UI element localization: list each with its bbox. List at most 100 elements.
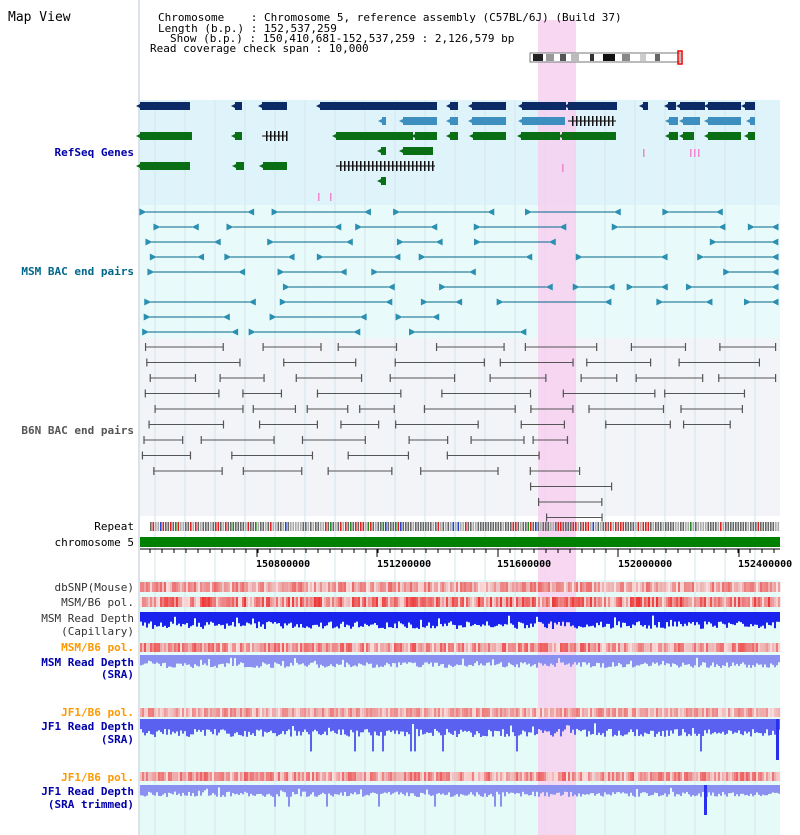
snp-density-cell <box>274 597 277 607</box>
repeat-element <box>685 522 687 531</box>
gene-strand-arrow <box>679 117 687 125</box>
snp-density-cell <box>602 597 605 607</box>
read-depth-bar <box>486 612 488 622</box>
read-depth-bar <box>188 612 190 628</box>
snp-density-cell <box>716 643 719 652</box>
snp-density-cell <box>386 708 389 717</box>
track-label-refseq[interactable]: RefSeq Genes <box>54 146 134 159</box>
snp-density-cell <box>424 643 427 652</box>
snp-density-cell <box>586 582 589 592</box>
snp-density-cell <box>640 597 643 607</box>
snp-density-cell <box>334 643 337 652</box>
snp-density-cell <box>702 582 705 592</box>
read-depth-bar <box>172 719 174 732</box>
read-depth-bar <box>492 655 494 660</box>
snp-density-cell <box>224 708 227 717</box>
read-depth-bar <box>232 612 234 622</box>
read-depth-bar <box>674 612 676 622</box>
snp-density-cell <box>400 772 403 781</box>
snp-density-cell <box>776 582 779 592</box>
read-depth-bar <box>380 785 382 794</box>
read-depth-bar <box>246 612 248 623</box>
read-depth-bar <box>292 719 294 727</box>
read-depth-bar <box>558 719 560 730</box>
track-label-msm-b6-pol-1[interactable]: MSM/B6 pol. <box>61 596 134 609</box>
track-label-dbsnp[interactable]: dbSNP(Mouse) <box>54 581 134 594</box>
snp-density-cell <box>280 772 283 781</box>
repeat-element <box>560 522 562 531</box>
read-depth-bar <box>436 655 438 663</box>
snp-density-cell <box>198 597 201 607</box>
track-label-jf1-b6-pol-2[interactable]: JF1/B6 pol. <box>61 771 134 784</box>
read-depth-bar <box>450 719 452 734</box>
read-depth-bar <box>630 612 632 628</box>
read-depth-bar <box>698 719 700 734</box>
read-depth-bar <box>386 655 388 663</box>
read-depth-bar <box>724 719 726 735</box>
read-depth-bar <box>462 612 464 628</box>
snp-density-cell <box>738 643 741 652</box>
snp-density-cell <box>730 582 733 592</box>
read-depth-bar <box>754 655 756 667</box>
snp-density-cell <box>692 643 695 652</box>
snp-density-cell <box>298 582 301 592</box>
snp-density-cell <box>652 597 655 607</box>
read-depth-bar <box>688 655 690 665</box>
snp-density-cell <box>430 582 433 592</box>
gene-exon <box>368 161 370 171</box>
track-label-jf1-b6-pol-1[interactable]: JF1/B6 pol. <box>61 706 134 719</box>
track-label-msm-bac[interactable]: MSM BAC end pairs <box>21 265 134 278</box>
track-label-msm-depth-cap-1[interactable]: MSM Read Depth <box>41 612 134 625</box>
snp-density-cell <box>352 708 355 717</box>
snp-density-cell <box>426 597 429 607</box>
snp-density-cell <box>298 708 301 717</box>
read-depth-bar <box>582 719 584 730</box>
read-depth-bar <box>440 785 442 795</box>
snp-density-cell <box>186 597 189 607</box>
track-label-jf1-depth-sra-1[interactable]: JF1 Read Depth <box>41 720 134 733</box>
snp-density-cell <box>756 582 759 592</box>
read-depth-bar <box>532 719 534 727</box>
read-depth-bar <box>536 785 538 792</box>
read-depth-bar <box>692 785 694 796</box>
snp-density-cell <box>364 582 367 592</box>
bac-end-marker <box>340 420 342 429</box>
read-depth-bar <box>738 655 740 666</box>
snp-density-cell <box>306 708 309 717</box>
track-label-msm-depth-sra-1[interactable]: MSM Read Depth <box>41 656 134 669</box>
read-depth-bar <box>466 612 468 622</box>
track-label-b6n-bac[interactable]: B6N BAC end pairs <box>21 424 134 437</box>
snp-density-cell <box>144 582 147 592</box>
track-label-jf1-depth-trim-1[interactable]: JF1 Read Depth <box>41 785 134 798</box>
repeat-element <box>400 522 402 531</box>
read-depth-bar <box>140 785 142 796</box>
snp-density-cell <box>636 643 639 652</box>
snp-density-cell <box>742 643 745 652</box>
bac-end-marker <box>684 343 687 351</box>
snp-density-cell <box>744 597 747 607</box>
repeat-element <box>742 522 745 531</box>
snp-density-cell <box>454 582 457 592</box>
read-depth-bar <box>334 655 336 668</box>
track-label-repeat[interactable]: Repeat <box>94 520 134 533</box>
track-label-msm-b6-pol-2[interactable]: MSM/B6 pol. <box>61 641 134 654</box>
snp-density-cell <box>724 643 727 652</box>
bac-end-marker <box>607 283 615 291</box>
snp-density-cell <box>380 597 383 607</box>
read-depth-bar <box>562 612 564 622</box>
read-depth-bar <box>436 719 438 731</box>
read-depth-bar <box>428 612 430 623</box>
read-depth-bar <box>478 719 480 734</box>
read-depth-bar <box>252 655 254 668</box>
read-depth-bar <box>486 785 488 797</box>
bac-end-marker <box>320 343 322 351</box>
bac-end-marker <box>572 405 574 413</box>
snp-density-cell <box>350 597 353 607</box>
snp-density-cell <box>402 582 405 592</box>
track-label-chromosome[interactable]: chromosome 5 <box>54 536 134 549</box>
snp-density-cell <box>588 582 591 592</box>
snp-density-cell <box>680 772 683 781</box>
read-depth-bar <box>298 655 300 665</box>
snp-density-cell <box>746 582 749 592</box>
